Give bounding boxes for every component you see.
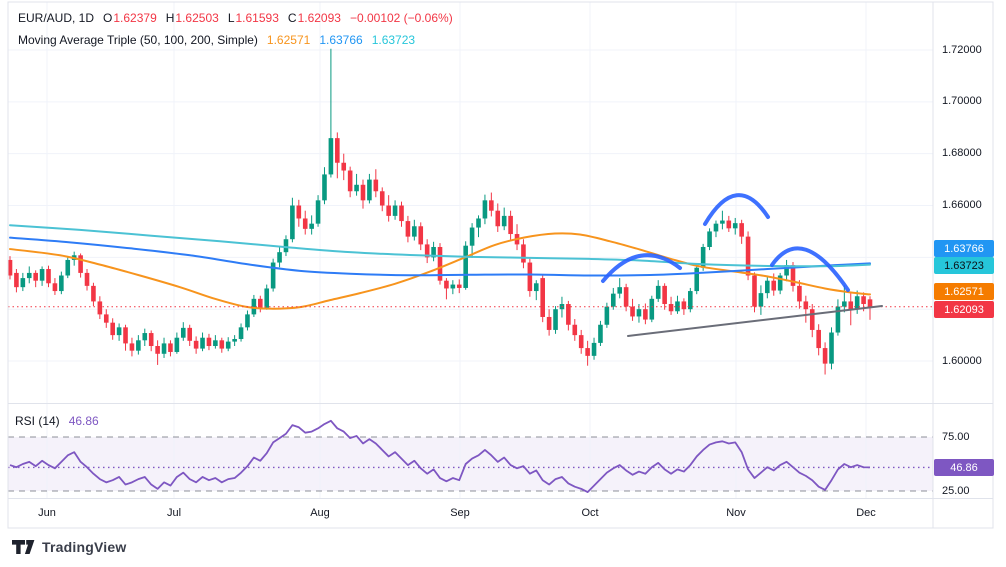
- sma200-value: 1.63723: [371, 33, 416, 47]
- x-axis-label: Jul: [166, 507, 182, 519]
- rsi-value-badge: 46.86: [934, 459, 994, 477]
- open-value: O 1.62379: [103, 11, 157, 25]
- indicator-title[interactable]: Moving Average Triple (50, 100, 200, Sim…: [18, 33, 258, 47]
- close-value: C 1.62093: [287, 11, 341, 25]
- price-badge-last: 1.62093: [934, 301, 994, 318]
- y-axis-label: 1.60000: [942, 354, 982, 367]
- price-badge-sma50: 1.62571: [934, 283, 994, 300]
- main-legend: EUR/AUD, 1D O 1.62379 H 1.62503 L 1.61593 C…: [18, 7, 453, 51]
- price-badge-sma200: 1.63723: [934, 257, 994, 274]
- x-axis-label: Aug: [310, 507, 330, 519]
- price-badge-sma100: 1.63766: [934, 240, 994, 257]
- symbol-title[interactable]: EUR/AUD, 1D: [18, 11, 95, 25]
- watermark-text: TradingView: [42, 539, 127, 555]
- y-axis-label: 1.70000: [942, 95, 982, 108]
- y-axis-label: 1.66000: [942, 199, 982, 212]
- sma100-value: 1.63766: [319, 33, 363, 47]
- x-axis-label: Oct: [581, 507, 599, 519]
- price-axis[interactable]: 1.72000 1.70000 1.68000 1.66000 1.60000 75.00…: [933, 0, 1006, 529]
- indicator-row: Moving Average Triple (50, 100, 200, Sim…: [18, 29, 453, 51]
- ohlc-row: EUR/AUD, 1D O 1.62379 H 1.62503 L 1.61593 C…: [18, 7, 453, 29]
- sma50-value: 1.62571: [266, 33, 311, 47]
- rsi-axis-label: 25.00: [942, 484, 970, 497]
- x-axis-label: Dec: [856, 507, 876, 519]
- x-axis-label: Sep: [450, 507, 470, 519]
- rsi-axis-label: 75.00: [942, 430, 970, 443]
- tradingview-watermark[interactable]: TradingView: [12, 539, 126, 555]
- rsi-title[interactable]: RSI (14): [15, 414, 60, 428]
- y-axis-label: 1.68000: [942, 147, 982, 160]
- x-axis-label: Nov: [726, 507, 746, 519]
- y-axis-label: 1.72000: [942, 43, 982, 56]
- low-value: L 1.61593: [227, 11, 279, 25]
- high-value: H 1.62503: [165, 11, 219, 25]
- change-value: −0.00102 (−0.06%): [349, 11, 453, 25]
- tradingview-logo-icon: [12, 539, 35, 554]
- rsi-legend: RSI (14) 46.86: [15, 414, 99, 428]
- x-axis-label: Jun: [38, 507, 56, 519]
- rsi-current-value: 46.86: [68, 414, 99, 428]
- time-axis[interactable]: Jun Jul Aug Sep Oct Nov Dec: [0, 499, 993, 529]
